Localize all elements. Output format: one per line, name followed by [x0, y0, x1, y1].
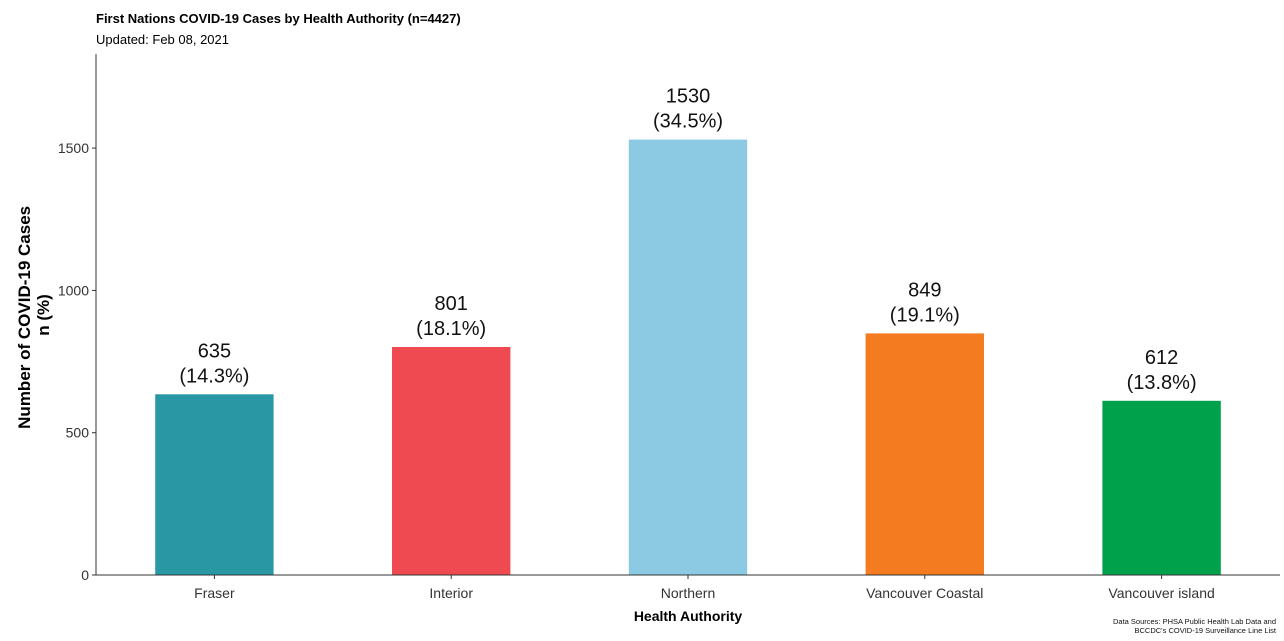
- chart-title: First Nations COVID-19 Cases by Health A…: [96, 11, 461, 26]
- data-label-percent: (34.5%): [653, 111, 723, 133]
- source-line-2: BCCDC's COVID-19 Surveillance Line List: [1134, 625, 1276, 635]
- data-labels-group: 635 (14.3%) 801 (18.1%) 1530 (34.5%) 849 (19.1%…: [179, 86, 1196, 394]
- data-label-value: 612: [1145, 347, 1178, 369]
- data-label-percent: (13.8%): [1127, 372, 1197, 394]
- data-label-value: 849: [908, 279, 941, 301]
- y-axis-title: Number of COVID-19 Cases n (%): [15, 201, 53, 429]
- y-tick-label: 500: [66, 425, 90, 441]
- data-source-note: Data Sources: PHSA Public Health Lab Dat…: [1112, 617, 1276, 635]
- y-ticks-group: 0 500 1000 1500: [58, 140, 96, 583]
- y-axis-title-line-1: Number of COVID-19 Cases: [15, 206, 34, 429]
- y-tick-label: 1500: [58, 140, 89, 156]
- data-label-value: 635: [198, 340, 231, 362]
- bar: [628, 139, 748, 575]
- x-axis-title: Health Authority: [634, 608, 743, 624]
- data-label-percent: (14.3%): [179, 365, 249, 387]
- source-line-1: Data Sources: PHSA Public Health Lab Dat…: [1112, 617, 1276, 626]
- chart-subtitle: Updated: Feb 08, 2021: [96, 32, 229, 47]
- x-tick-label: Northern: [661, 585, 715, 601]
- x-tick-label: Interior: [429, 585, 473, 601]
- bars-group: [155, 139, 1221, 575]
- bar: [392, 347, 511, 575]
- x-ticks-group: Fraser Interior Northern Vancouver Coastal V…: [194, 575, 1215, 601]
- bar: [155, 394, 274, 575]
- bar: [1102, 400, 1221, 575]
- data-label-value: 801: [435, 293, 468, 315]
- x-tick-label: Vancouver island: [1108, 585, 1214, 601]
- y-tick-label: 0: [81, 567, 89, 583]
- y-axis-title-line-2: n (%): [34, 294, 53, 336]
- bar: [865, 333, 984, 575]
- data-label-value: 1530: [666, 86, 711, 108]
- x-tick-label: Vancouver Coastal: [866, 585, 983, 601]
- data-label-percent: (18.1%): [416, 318, 486, 340]
- data-label-percent: (19.1%): [890, 304, 960, 326]
- x-tick-label: Fraser: [194, 585, 235, 601]
- y-tick-label: 1000: [58, 282, 89, 298]
